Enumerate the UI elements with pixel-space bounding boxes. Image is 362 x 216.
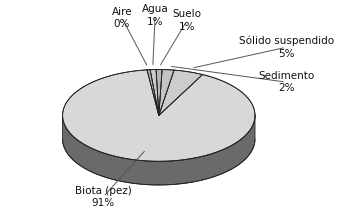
Text: Suelo
1%: Suelo 1% — [172, 10, 201, 32]
Polygon shape — [150, 70, 159, 115]
Polygon shape — [63, 115, 255, 185]
Text: Aire
0%: Aire 0% — [111, 6, 132, 29]
Text: Sedimento
2%: Sedimento 2% — [258, 71, 314, 93]
Text: Sólido suspendido
5%: Sólido suspendido 5% — [239, 36, 334, 59]
Polygon shape — [156, 70, 162, 115]
Polygon shape — [159, 70, 202, 115]
Text: Agua
1%: Agua 1% — [142, 4, 168, 27]
Polygon shape — [63, 70, 255, 161]
Polygon shape — [147, 70, 159, 115]
Text: Biota (pez)
91%: Biota (pez) 91% — [75, 186, 132, 208]
Polygon shape — [159, 70, 174, 115]
